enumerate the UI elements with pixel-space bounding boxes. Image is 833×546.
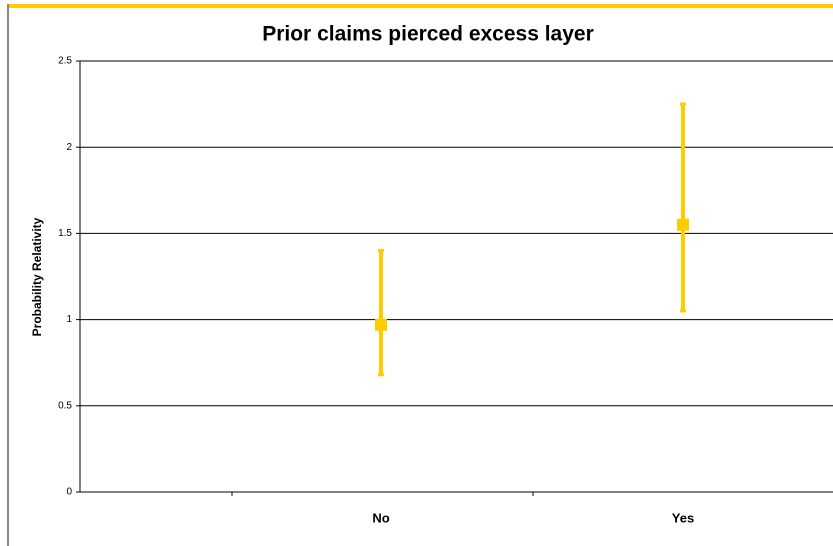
y-tick-label: 1	[66, 314, 72, 325]
y-tick-label: 2	[66, 142, 72, 153]
point	[375, 318, 387, 331]
left-border	[7, 4, 9, 546]
top-border	[7, 4, 833, 8]
y-tick-label: 0.5	[58, 400, 72, 411]
y-axis-label: Probability Relativity	[30, 217, 44, 336]
x-tick-label: Yes	[672, 510, 694, 525]
x-tick-label: No	[372, 510, 389, 525]
y-tick-label: 1.5	[58, 228, 72, 239]
chart-title: Prior claims pierced excess layer	[262, 23, 594, 46]
y-tick-label: 0	[66, 487, 72, 498]
y-tick-label: 2.5	[58, 56, 72, 67]
point	[677, 218, 689, 231]
